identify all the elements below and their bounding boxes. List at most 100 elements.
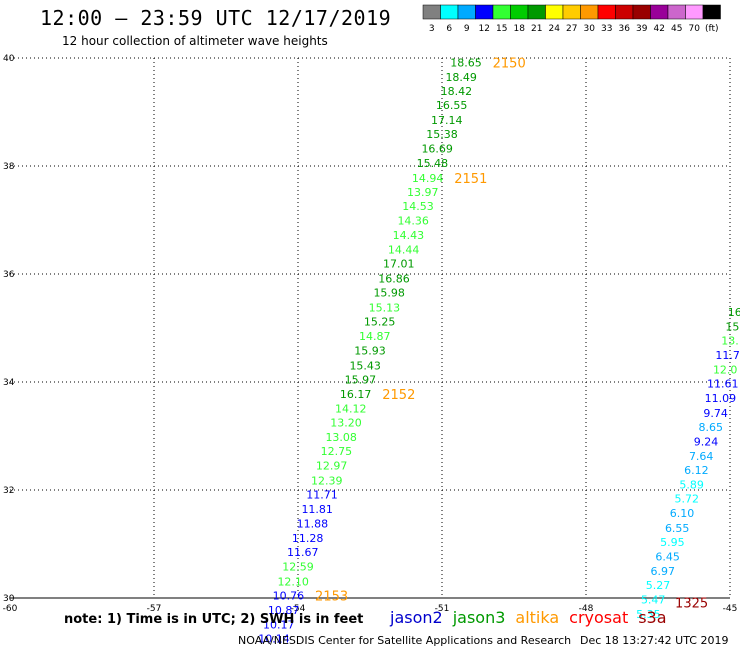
- x-tick-label: -54: [291, 604, 306, 614]
- wave-height-label: 6.45: [655, 550, 680, 563]
- colorbar-swatch: [510, 4, 529, 20]
- wave-height-label: 13.: [721, 334, 739, 347]
- wave-height-label: 16.17: [340, 388, 372, 401]
- wave-height-label: 18.65: [450, 56, 482, 69]
- wave-height-label: 15.93: [354, 345, 386, 358]
- y-tick-label: 32: [3, 486, 14, 496]
- page-subtitle: 12 hour collection of altimeter wave hei…: [62, 34, 328, 48]
- wave-height-label: 11.61: [707, 378, 739, 391]
- wave-height-label: 11.67: [287, 546, 319, 559]
- wave-height-label: 12.39: [311, 474, 343, 487]
- satellite-legend: jason2 jason3 altika cryosat s3a: [390, 608, 677, 627]
- satellite-legend-item: altika: [515, 608, 560, 627]
- wave-height-label: 12.75: [321, 445, 353, 458]
- wave-height-label: 12.97: [316, 460, 348, 473]
- wave-height-label: 18.49: [445, 71, 477, 84]
- colorbar-label: 33: [601, 24, 612, 34]
- time-label: 2150: [493, 56, 526, 71]
- wave-height-label: 12.59: [282, 561, 314, 574]
- wave-height-label: 9.74: [703, 407, 728, 420]
- wave-height-label: 9.24: [694, 435, 719, 448]
- time-label: 2153: [315, 589, 348, 604]
- satellite-legend-item: jason2: [390, 608, 443, 627]
- colorbar-swatch: [650, 4, 669, 20]
- y-tick-label: 38: [3, 162, 15, 172]
- y-tick-label: 36: [3, 270, 15, 280]
- wave-height-label: 10.14: [258, 633, 290, 646]
- colorbar-label: 6: [446, 24, 452, 34]
- colorbar-label: 12: [479, 24, 490, 34]
- wave-height-label: 15: [725, 320, 739, 333]
- time-label: 2152: [382, 388, 415, 403]
- wave-height-label: 11.28: [292, 532, 324, 545]
- wave-height-label: 6.55: [665, 522, 690, 535]
- colorbar-swatch: [545, 4, 564, 20]
- colorbar-swatch: [457, 4, 476, 20]
- wave-height-label: 15.48: [417, 157, 449, 170]
- page-title: 12:00 – 23:59 UTC 12/17/2019: [40, 6, 392, 30]
- x-tick-label: -48: [579, 604, 594, 614]
- colorbar-label: 39: [636, 24, 648, 34]
- wave-height-label: 11.09: [705, 392, 737, 405]
- wave-height-label: 14.94: [412, 172, 444, 185]
- y-tick-label: 34: [3, 378, 15, 388]
- colorbar-swatch: [440, 4, 459, 20]
- colorbar-label: 15: [496, 24, 507, 34]
- colorbar-label: 27: [566, 24, 577, 34]
- wave-height-label: 11.7: [715, 349, 740, 362]
- wave-height-label: 7.64: [689, 450, 714, 463]
- wave-height-label: 12.10: [277, 575, 309, 588]
- chart-axes: -60 -57 -54 -51 -48 -45 30 32 34 36 38 40: [3, 54, 738, 614]
- wave-height-label: 11.81: [301, 503, 333, 516]
- colorbar-label: 18: [514, 24, 526, 34]
- colorbar-label: 42: [654, 24, 665, 34]
- colorbar-swatch: [527, 4, 546, 20]
- wave-height-label: 5.27: [646, 579, 671, 592]
- wave-height-label: 16.86: [378, 272, 410, 285]
- colorbar-swatch: [422, 4, 441, 20]
- wave-height-label: 15.38: [426, 128, 458, 141]
- x-tick-label: -51: [435, 604, 450, 614]
- colorbar-label: 70: [689, 24, 701, 34]
- footnote: note: 1) Time is in UTC; 2) SWH is in fe…: [64, 612, 364, 627]
- colorbar-label: 30: [584, 24, 596, 34]
- credit-text: NOAA/NESDIS Center for Satellite Applica…: [238, 634, 572, 647]
- wave-height-label: 14.44: [388, 244, 420, 257]
- wave-height-label: 13.08: [325, 431, 357, 444]
- wave-height-label: 13.97: [407, 186, 439, 199]
- y-tick-label: 40: [3, 54, 15, 64]
- wave-height-label: 10.76: [273, 589, 305, 602]
- colorbar-swatch: [475, 4, 494, 20]
- wave-height-label: 10.87: [268, 604, 300, 617]
- wave-height-label: 18.42: [441, 85, 473, 98]
- x-tick-label: -57: [147, 604, 162, 614]
- timestamp-text: Dec 18 13:27:42 UTC 2019: [580, 634, 729, 647]
- wave-height-label: 10.17: [263, 618, 295, 631]
- wave-height-label: 14.87: [359, 330, 391, 343]
- wave-height-label: 6.12: [684, 464, 709, 477]
- time-label: 2151: [454, 172, 487, 187]
- colorbar-label: 3: [429, 24, 435, 34]
- wave-height-label: 11.88: [297, 517, 329, 530]
- wave-height-label: 17.01: [383, 258, 415, 271]
- wave-height-label: 16.55: [436, 99, 468, 112]
- y-tick-label: 30: [3, 594, 15, 604]
- wave-height-label: 15.97: [345, 373, 377, 386]
- colorbar-swatch: [580, 4, 599, 20]
- wave-height-label: 5.47: [641, 594, 666, 607]
- wave-height-label: 12.0: [713, 364, 738, 377]
- wave-height-label: 11.71: [306, 488, 338, 501]
- wave-height-label: 14.36: [397, 215, 429, 228]
- colorbar-swatch: [562, 4, 581, 20]
- x-tick-label: -45: [723, 604, 738, 614]
- wave-height-label: 15.98: [373, 286, 405, 299]
- time-label: 1325: [675, 596, 708, 611]
- wave-height-label: 16.69: [421, 143, 453, 156]
- colorbar-legend: 3 6 9 12 15 18 21 24 27 30 33 36 39 42 45 70 (ft): [422, 4, 721, 34]
- wave-height-label: 5.72: [675, 493, 700, 506]
- wave-height-label: 16: [728, 306, 740, 319]
- wave-height-label: 14.12: [335, 402, 367, 415]
- wave-height-label: 14.43: [393, 229, 425, 242]
- colorbar-swatch: [632, 4, 651, 20]
